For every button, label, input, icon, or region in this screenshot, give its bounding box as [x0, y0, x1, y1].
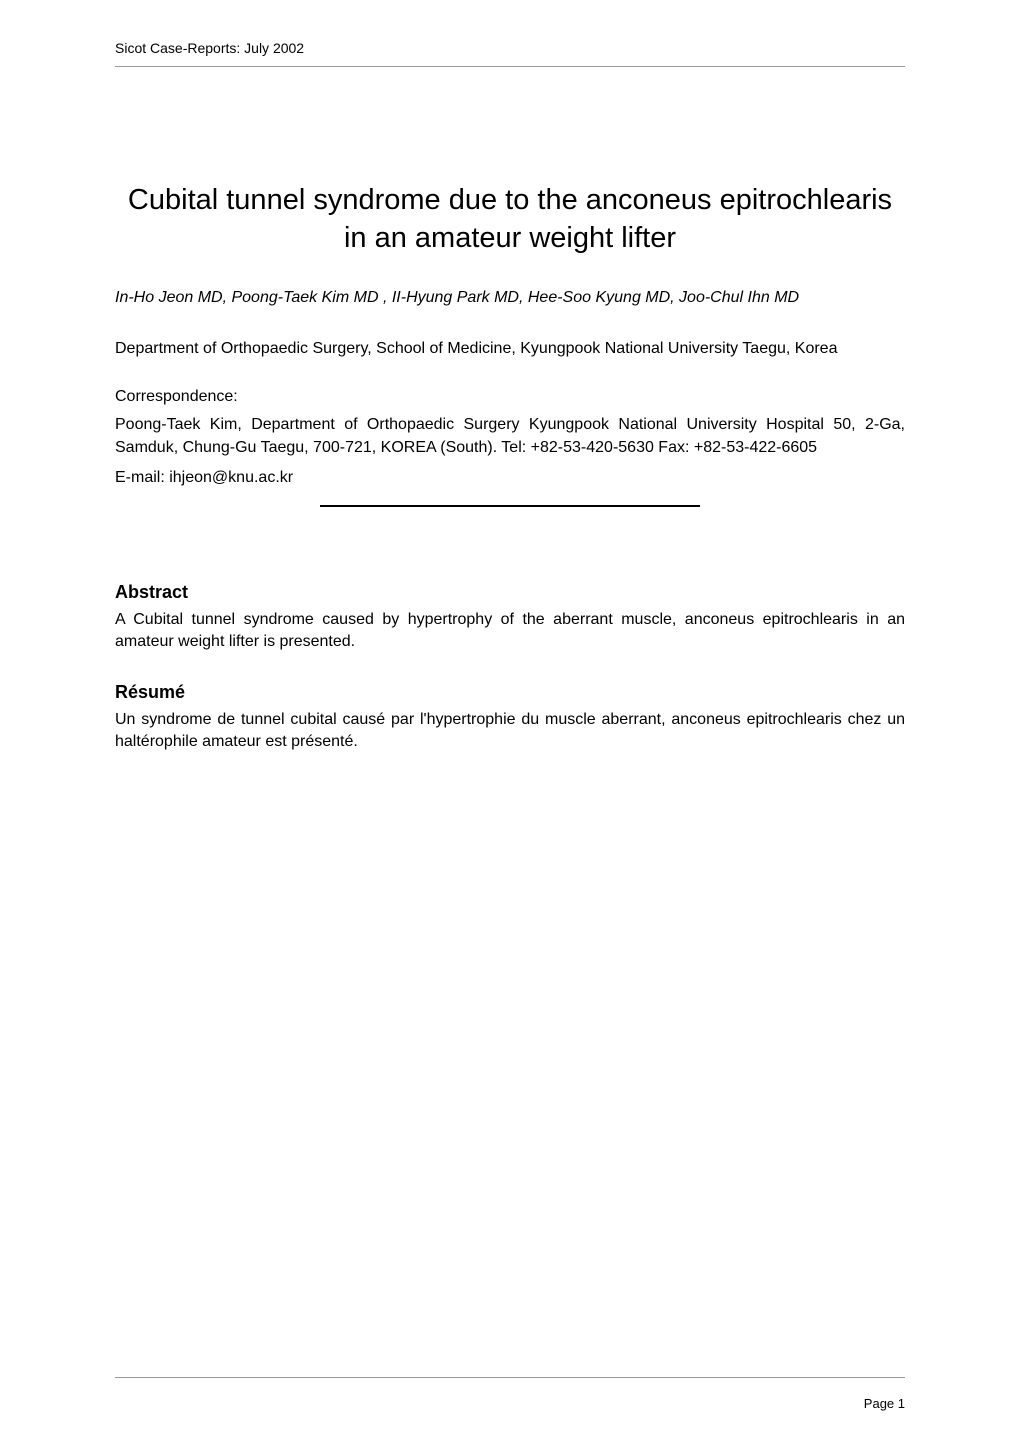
- correspondence-body: Poong-Taek Kim, Department of Orthopaedi…: [115, 414, 905, 459]
- affiliation-text: Department of Orthopaedic Surgery, Schoo…: [115, 338, 905, 360]
- abstract-body: A Cubital tunnel syndrome caused by hype…: [115, 609, 905, 654]
- resume-heading: Résumé: [115, 682, 905, 703]
- page-number: Page 1: [115, 1396, 905, 1411]
- header-divider: [115, 66, 905, 67]
- footer-divider: [115, 1377, 905, 1378]
- article-title: Cubital tunnel syndrome due to the ancon…: [115, 182, 905, 257]
- section-divider: [320, 505, 700, 507]
- correspondence-label: Correspondence:: [115, 388, 905, 406]
- abstract-heading: Abstract: [115, 582, 905, 603]
- page-footer: Page 1: [115, 1377, 905, 1411]
- correspondence-email: E-mail: ihjeon@knu.ac.kr: [115, 469, 905, 487]
- authors-list: In-Ho Jeon MD, Poong-Taek Kim MD , II-Hy…: [115, 287, 905, 309]
- journal-header: Sicot Case-Reports: July 2002: [115, 40, 905, 56]
- resume-body: Un syndrome de tunnel cubital causé par …: [115, 709, 905, 754]
